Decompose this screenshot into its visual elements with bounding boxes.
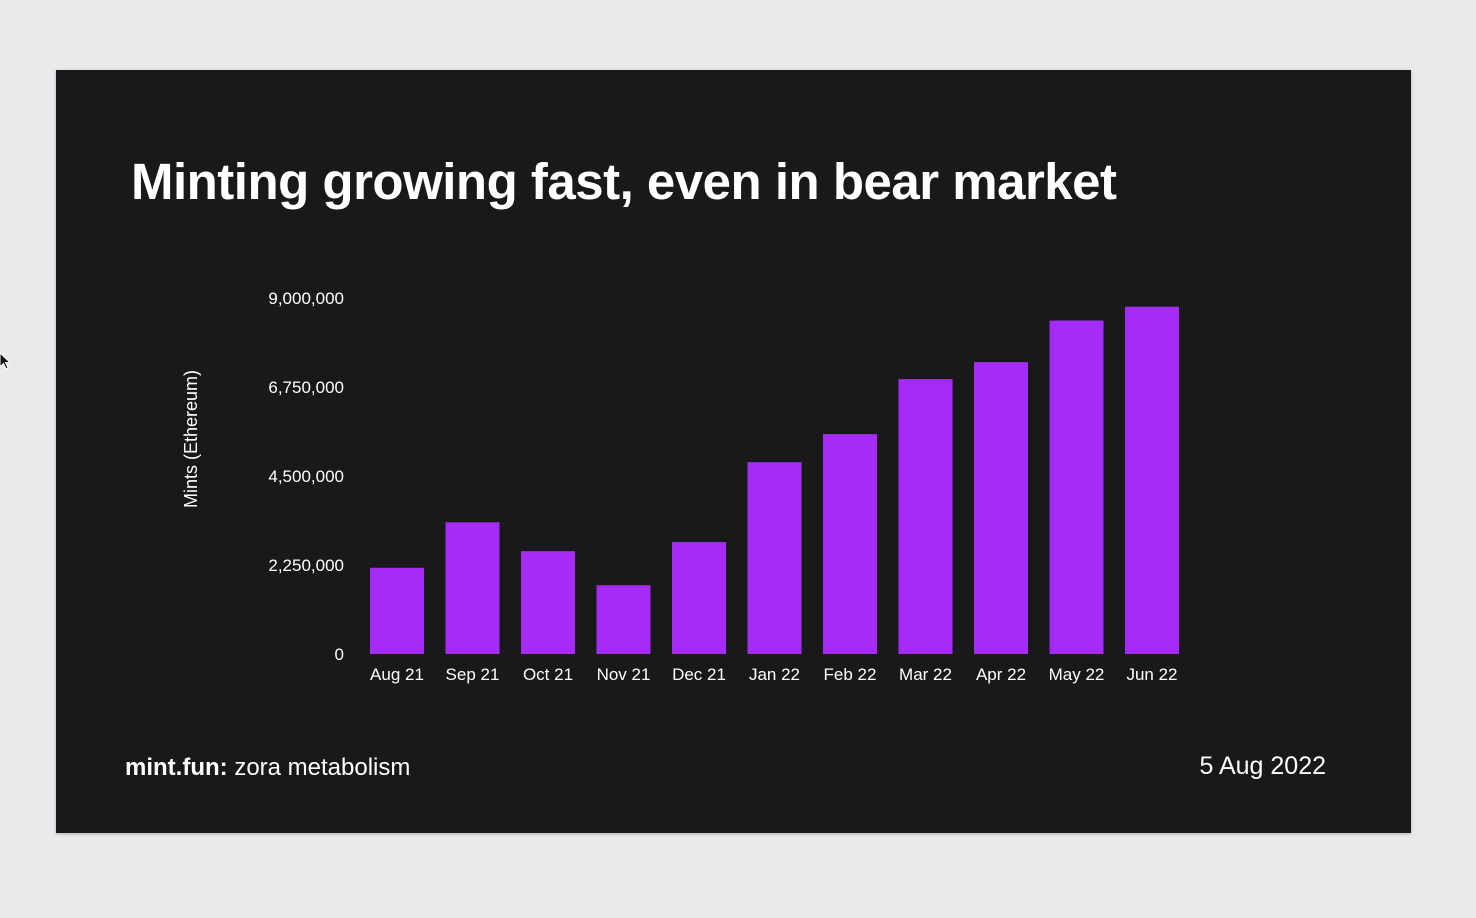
mouse-cursor-icon (0, 352, 10, 372)
x-tick-label: Jun 22 (1126, 665, 1177, 684)
bar (370, 568, 424, 654)
bar (748, 462, 802, 654)
x-tick-label: Sep 21 (446, 665, 500, 684)
bar (672, 542, 726, 654)
bar-chart: 0 2,250,000 4,500,000 6,750,000 9,000,000 Au… (56, 70, 1411, 833)
x-tick-label: Jan 22 (749, 665, 800, 684)
bar (446, 522, 500, 654)
x-tick-label: Nov 21 (597, 665, 651, 684)
bar (1050, 321, 1104, 654)
y-tick-label: 2,250,000 (268, 556, 344, 575)
footer-subtitle: zora metabolism (234, 754, 410, 781)
bars (370, 307, 1179, 654)
bar (1125, 307, 1179, 654)
x-tick-label: Oct 21 (523, 665, 573, 684)
y-tick-label: 4,500,000 (268, 467, 344, 486)
bar (597, 585, 651, 654)
slide-date: 5 Aug 2022 (1199, 752, 1326, 781)
x-tick-label: Dec 21 (672, 665, 726, 684)
y-tick-label: 6,750,000 (268, 378, 344, 397)
bar (521, 551, 575, 654)
x-tick-label: Feb 22 (824, 665, 877, 684)
slide: Minting growing fast, even in bear marke… (56, 70, 1411, 833)
bar (823, 434, 877, 654)
footer-branding: mint.fun: zora metabolism (125, 754, 410, 782)
footer-brand: mint.fun: (125, 754, 228, 781)
x-tick-label: Apr 22 (976, 665, 1026, 684)
bar (974, 362, 1028, 654)
y-axis-title: Mints (Ethereum) (181, 370, 201, 508)
x-axis-ticks: Aug 21 Sep 21 Oct 21 Nov 21 Dec 21 Jan 22 Feb … (370, 665, 1177, 684)
y-tick-label: 0 (335, 645, 344, 664)
x-tick-label: May 22 (1049, 665, 1105, 684)
y-axis-ticks: 0 2,250,000 4,500,000 6,750,000 9,000,000 (268, 289, 344, 664)
bar (899, 379, 953, 654)
y-tick-label: 9,000,000 (268, 289, 344, 308)
x-tick-label: Mar 22 (899, 665, 952, 684)
x-tick-label: Aug 21 (370, 665, 424, 684)
